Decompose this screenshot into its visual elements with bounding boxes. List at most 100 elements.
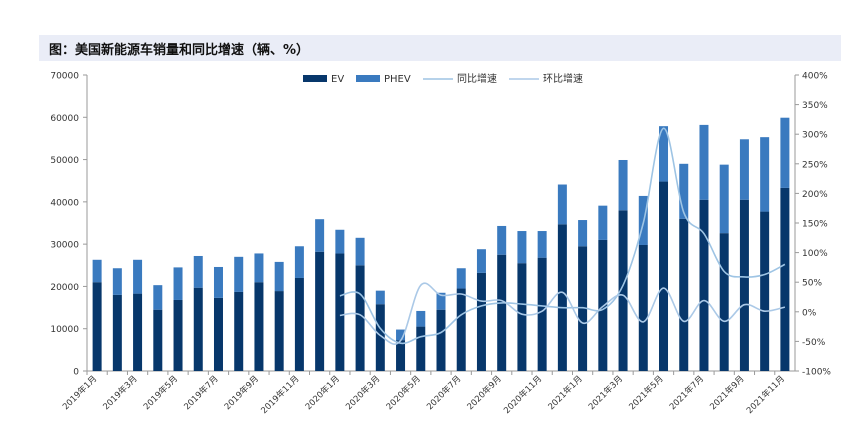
- phev-bar: [92, 259, 102, 283]
- x-tick-label: 2020年7月: [424, 373, 463, 412]
- legend-phev-label: PHEV: [384, 74, 411, 85]
- ev-bar: [92, 282, 102, 371]
- right-y-tick-label: -50%: [802, 338, 826, 348]
- x-tick-label: 2020年3月: [344, 373, 383, 412]
- ev-bar: [355, 265, 365, 371]
- phev-bar: [416, 310, 426, 327]
- left-y-tick-label: 10000: [50, 325, 79, 335]
- x-tick-label: 2019年9月: [222, 373, 261, 412]
- ev-bar: [416, 326, 426, 371]
- ev-bar: [213, 297, 223, 371]
- ev-bar: [254, 282, 264, 371]
- ev-bar: [315, 251, 325, 371]
- ev-bar: [578, 246, 588, 371]
- phev-bar: [659, 126, 669, 182]
- phev-bar: [254, 253, 264, 283]
- x-tick-label: 2019年3月: [101, 373, 140, 412]
- x-tick-label: 2019年5月: [141, 373, 180, 412]
- phev-bar: [780, 117, 790, 188]
- ev-bar: [456, 288, 466, 371]
- legend: EV PHEV 同比增速 环比增速: [303, 72, 583, 85]
- ev-bar: [659, 181, 669, 371]
- phev-bar: [456, 268, 466, 289]
- phev-bar: [112, 268, 122, 295]
- phev-bar: [375, 290, 385, 305]
- ev-bar: [234, 291, 244, 371]
- right-y-tick-label: 0%: [802, 308, 817, 318]
- line-layer: [339, 127, 786, 345]
- x-tick-label: 2019年1月: [60, 373, 99, 412]
- phev-bar: [396, 329, 406, 341]
- left-y-tick-label: 0: [73, 368, 79, 378]
- legend-phev-swatch: [356, 75, 380, 82]
- left-y-tick-label: 40000: [50, 198, 79, 208]
- x-tick-label: 2020年9月: [465, 373, 504, 412]
- ev-bar: [739, 199, 749, 371]
- phev-bar: [517, 231, 527, 264]
- right-y-tick-label: 350%: [802, 101, 828, 111]
- right-y-tick-label: 50%: [802, 279, 822, 289]
- x-tick-label: 2020年1月: [303, 373, 342, 412]
- legend-ev-swatch: [303, 75, 327, 82]
- x-tick-label: 2020年5月: [384, 373, 423, 412]
- x-tick-label: 2019年11月: [259, 373, 302, 416]
- legend-yoy-label: 同比增速: [457, 72, 497, 85]
- ev-bar: [760, 211, 770, 371]
- phev-bar: [173, 267, 183, 300]
- ev-bar: [436, 309, 446, 371]
- phev-bar: [618, 159, 628, 211]
- phev-bar: [355, 237, 365, 266]
- left-y-tick-label: 70000: [50, 72, 79, 82]
- left-y-tick-label: 30000: [50, 241, 79, 251]
- right-y-tick-label: 150%: [802, 220, 828, 230]
- ev-bar: [699, 199, 709, 371]
- phev-bar: [234, 256, 244, 292]
- phev-bar: [537, 231, 547, 258]
- phev-bar: [436, 292, 446, 310]
- ev-bar: [497, 254, 507, 371]
- phev-bar: [213, 266, 223, 298]
- x-tick-label: 2021年1月: [546, 373, 585, 412]
- x-tick-label: 2021年3月: [586, 373, 625, 412]
- ev-bar: [537, 257, 547, 371]
- bar-layer: [92, 117, 790, 371]
- ev-bar: [173, 299, 183, 371]
- x-tick-label: 2021年9月: [708, 373, 747, 412]
- phev-bar: [679, 163, 689, 219]
- ev-bar: [375, 304, 385, 371]
- phev-bar: [598, 205, 608, 240]
- axis-layer: [83, 74, 799, 375]
- ev-bar: [274, 291, 284, 371]
- ev-bar: [679, 218, 689, 371]
- phev-bar: [193, 255, 203, 288]
- ev-bar: [112, 294, 122, 371]
- ev-bar: [335, 253, 345, 371]
- right-y-tick-label: 100%: [802, 249, 828, 259]
- ev-bar: [294, 277, 304, 371]
- ev-bar: [193, 287, 203, 371]
- phev-bar: [739, 139, 749, 200]
- left-y-tick-label: 60000: [50, 114, 79, 124]
- phev-bar: [274, 261, 284, 292]
- legend-mom-label: 环比增速: [543, 72, 583, 85]
- phev-bar: [578, 220, 588, 247]
- ev-bar: [780, 187, 790, 371]
- ev-bar: [476, 272, 486, 371]
- ev-bar: [719, 233, 729, 371]
- phev-bar: [294, 246, 304, 278]
- phev-bar: [760, 137, 770, 212]
- ev-bar: [598, 239, 608, 371]
- phev-bar: [133, 259, 143, 294]
- right-y-tick-label: -100%: [802, 368, 831, 378]
- x-tick-label: 2021年5月: [627, 373, 666, 412]
- phev-bar: [699, 124, 709, 200]
- left-y-tick-label: 20000: [50, 283, 79, 293]
- phev-bar: [719, 164, 729, 234]
- right-y-tick-label: 400%: [802, 72, 828, 82]
- ev-bar: [153, 309, 163, 371]
- ev-bar: [638, 244, 648, 371]
- yoy-growth-line: [339, 127, 786, 345]
- right-y-tick-label: 250%: [802, 160, 828, 170]
- phev-bar: [557, 184, 567, 225]
